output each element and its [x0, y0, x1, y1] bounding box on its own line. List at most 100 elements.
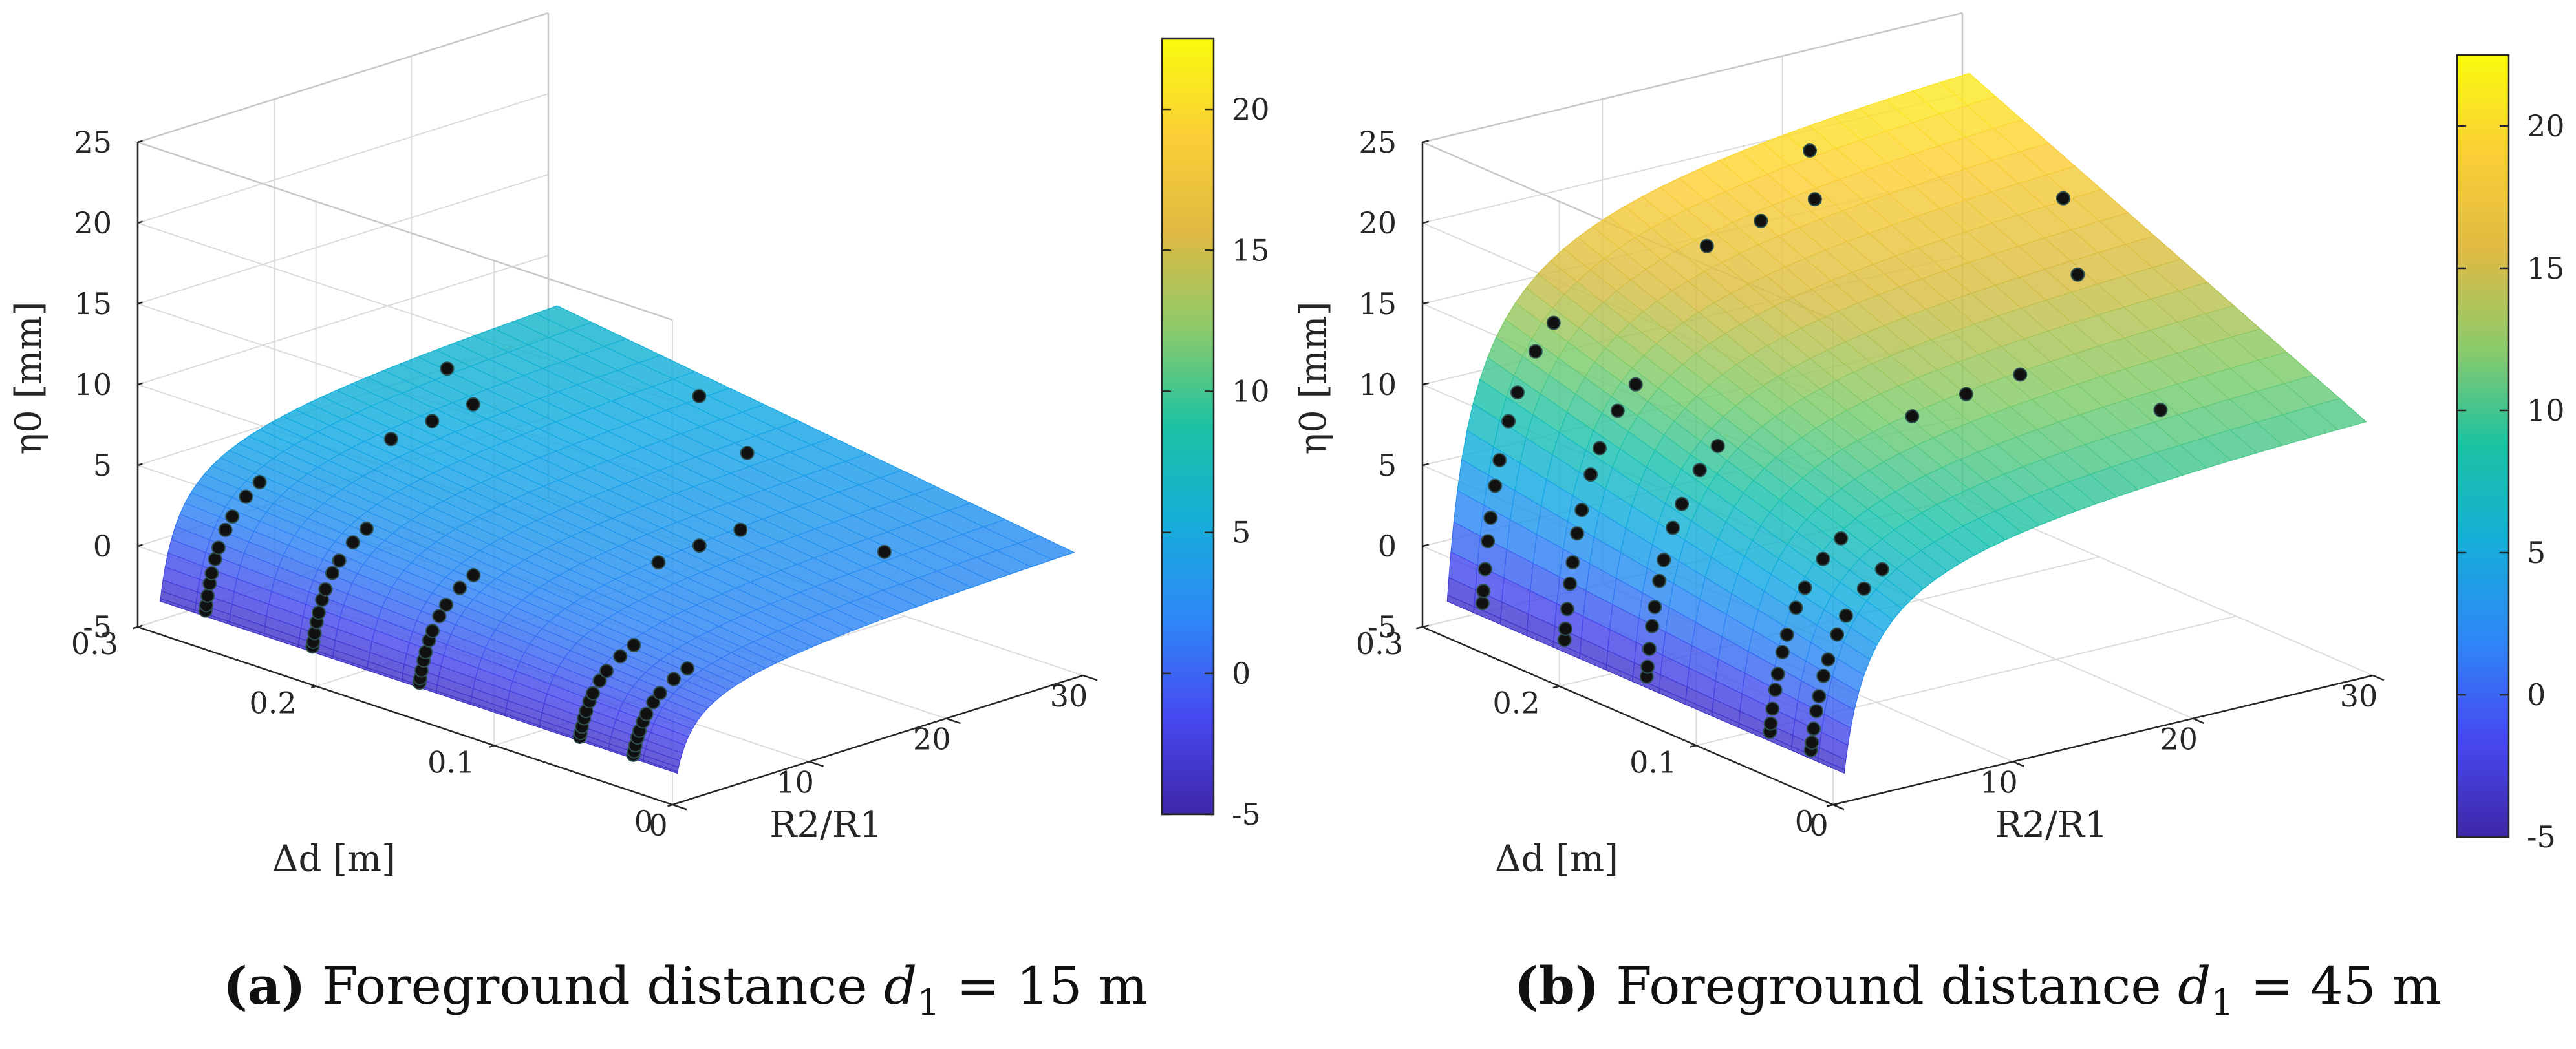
z-tick-mark [1422, 463, 1430, 467]
data-point [1565, 555, 1580, 570]
z-tick-label: 20 [1358, 206, 1397, 240]
data-point [425, 414, 440, 429]
box-edge [137, 141, 673, 321]
data-point [1528, 344, 1543, 359]
y-axis-line [1422, 626, 1834, 806]
data-point [2013, 367, 2028, 382]
data-point [1812, 689, 1827, 704]
data-point [425, 624, 440, 639]
caption-b: (b) Foreground distance d1 = 45 m [1514, 955, 2442, 1024]
x-tick-label: 0 [1809, 808, 1828, 843]
y-tick-label: 0 [634, 804, 653, 839]
data-point [1754, 213, 1768, 228]
z-tick-label: 25 [1358, 125, 1397, 160]
data-point [1675, 496, 1689, 511]
data-point [1628, 377, 1643, 392]
data-point [1475, 596, 1490, 611]
z-tick-label: -5 [1368, 609, 1397, 644]
box-edge [137, 12, 549, 143]
data-point [318, 582, 333, 597]
data-point [1583, 467, 1598, 482]
y-tick-label: 0.3 [1356, 626, 1403, 661]
surface-patch [642, 759, 678, 774]
x-tick-mark [672, 803, 687, 811]
data-point [1809, 704, 1824, 719]
x-tick-label: 20 [2160, 722, 2198, 757]
x-tick-mark [2012, 761, 2024, 767]
colorbar-tick-label: 5 [2527, 535, 2546, 570]
data-point [877, 544, 892, 559]
data-point [1481, 534, 1496, 549]
data-point [1476, 584, 1491, 599]
data-point [1788, 600, 1803, 615]
data-point [466, 397, 480, 412]
y-axis-label: Δd [m] [1495, 838, 1618, 880]
caption-a-text: Foreground distance [321, 956, 868, 1016]
colorbar-tick-label: 5 [1232, 515, 1250, 550]
z-tick-label: 5 [1378, 448, 1397, 483]
colorbar-tick-label: 10 [1232, 374, 1270, 408]
x-tick-label: 30 [1050, 679, 1088, 714]
data-point [1821, 652, 1836, 667]
data-point [1648, 600, 1662, 615]
data-point [1652, 573, 1667, 588]
surface-patch [1817, 757, 1845, 774]
z-tick-label: 25 [74, 125, 112, 160]
data-point [418, 644, 433, 659]
data-point [2056, 191, 2070, 206]
caption-b-var: d [2178, 956, 2211, 1016]
z-tick-label: 5 [93, 448, 112, 483]
caption-a-value: = 15 m [956, 956, 1148, 1016]
x-tick-mark [945, 717, 961, 725]
gridline-z-back [137, 174, 549, 304]
colorbar-tick-label: -5 [2527, 820, 2556, 854]
colorbar-tick-label: 10 [2527, 393, 2565, 428]
data-point [1763, 716, 1778, 731]
data-point [1501, 414, 1516, 429]
y-tick-mark [133, 626, 138, 630]
x-tick-mark [2372, 674, 2385, 681]
colorbar [2456, 54, 2510, 838]
data-point [599, 664, 614, 679]
z-tick-label: 10 [74, 367, 112, 402]
z-tick-mark [137, 463, 143, 467]
z-tick-label: 0 [93, 529, 112, 564]
x-tick-label: 10 [1980, 765, 2018, 800]
data-point [1593, 441, 1607, 456]
data-point [239, 489, 253, 504]
z-tick-mark [1422, 544, 1430, 547]
y-tick-label: 0.2 [250, 686, 297, 721]
x-tick-label: 30 [2340, 679, 2378, 714]
data-point [325, 566, 339, 580]
data-point [252, 475, 267, 489]
data-point [1765, 701, 1780, 716]
y-tick-label: 0 [1795, 804, 1814, 839]
data-point [1610, 403, 1625, 418]
z-tick-mark [1422, 624, 1430, 628]
data-point [1839, 608, 1853, 623]
data-point [1483, 511, 1498, 525]
x-axis-label: R2/R1 [769, 804, 882, 846]
data-point [1807, 192, 1822, 207]
y-axis-label: Δd [m] [272, 838, 396, 880]
data-point [1570, 526, 1585, 541]
data-point [1874, 562, 1889, 577]
data-point [345, 535, 360, 550]
data-point [1959, 387, 1973, 401]
data-point [383, 432, 398, 447]
z-tick-label: 20 [74, 206, 112, 240]
data-point [1816, 668, 1831, 683]
x-axis-label: R2/R1 [1995, 804, 2107, 846]
data-point [2070, 267, 2085, 282]
y-tick-mark [667, 803, 673, 807]
data-point [218, 522, 233, 537]
z-axis-label: η0 [mm] [8, 302, 50, 455]
caption-a: (a) Foreground distance d1 = 15 m [223, 955, 1148, 1024]
caption-b-label: (b) [1514, 955, 1600, 1016]
gridline-z-back [137, 93, 549, 224]
data-point [200, 588, 215, 603]
x-tick-label: 0 [649, 808, 667, 843]
data-point [692, 389, 707, 403]
